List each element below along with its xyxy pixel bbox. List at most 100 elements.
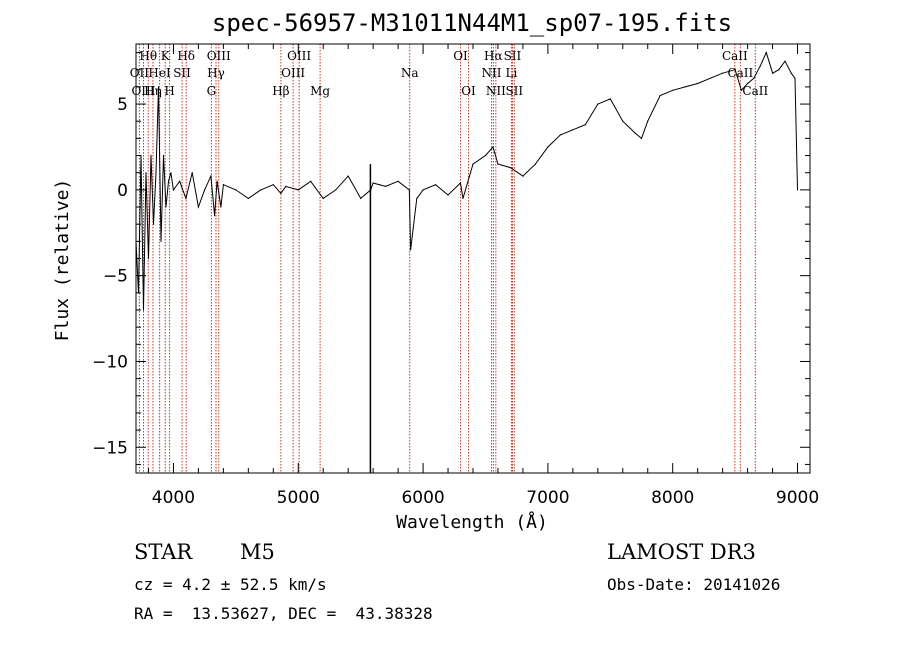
emission-line-label: SII [505, 84, 523, 98]
spectrum-point [697, 82, 699, 85]
emission-line-label: Hα [484, 49, 503, 63]
x-axis-ticks: 4000 5000 6000 7000 8000 9000 [147, 44, 819, 508]
spectrum-point [747, 82, 749, 85]
spectrum-point [509, 167, 511, 169]
spectrum-point [220, 206, 222, 208]
spectrum-point [222, 184, 224, 186]
redshift-text: cz = 4.2 ± 52.5 km/s [134, 575, 327, 594]
spectrum-point [794, 77, 796, 79]
emission-line-label: H [164, 84, 174, 98]
spectrum-point [170, 172, 172, 174]
spectrum-point [640, 137, 643, 139]
x-tick-label: 5000 [277, 488, 320, 508]
spectrum-point [759, 65, 761, 67]
spectrum-point [179, 180, 181, 182]
spectrum-point [422, 189, 424, 191]
spectrum-point [385, 185, 387, 187]
x-tick-label: 7000 [526, 488, 569, 508]
spectrum-point [416, 197, 418, 199]
spectrum-point [360, 197, 362, 199]
spectrum-point [547, 146, 549, 148]
spectrum-point [734, 69, 736, 71]
x-tick-label: 6000 [401, 488, 444, 508]
spectrum-point [310, 180, 312, 182]
emission-line-label: OI [461, 84, 476, 98]
spectrum-point [559, 134, 562, 136]
y-tick-label: −15 [92, 438, 128, 458]
y-tick-label: 5 [117, 95, 128, 115]
spectrum-point [740, 89, 743, 91]
emission-line-label: OIII [281, 66, 305, 80]
spectrum-point [397, 180, 399, 182]
emission-line-label: Hη [144, 84, 162, 98]
spectrum-point [260, 189, 262, 191]
spectrum-data [135, 51, 799, 473]
spectrum-point [772, 72, 774, 74]
emission-line-label: CaII [722, 49, 748, 63]
spectrum-point [142, 309, 145, 311]
coordinates-text: RA = 13.53627, DEC = 43.38328 [134, 604, 433, 623]
spectrum-point [484, 154, 487, 157]
spectrum-point [572, 129, 574, 131]
emission-line-label: OIII [287, 49, 311, 63]
spectrum-point [796, 189, 799, 191]
spectrum-point [285, 185, 287, 187]
emission-line-label: Hθ [139, 49, 157, 63]
spectrum-point [272, 184, 274, 186]
emission-line-label: CaII [727, 66, 753, 80]
spectrum-point [497, 163, 499, 165]
emission-line-label: SII [173, 66, 191, 80]
survey-name: LAMOST DR3 [607, 540, 756, 564]
spectrum-point [790, 72, 792, 74]
emission-line-label: NII [486, 84, 506, 98]
spectrum-point [235, 189, 237, 191]
spectrum-point [247, 197, 249, 199]
spectrum-point [659, 94, 661, 97]
emission-line-label: Na [401, 66, 419, 80]
emission-line-label: OI [453, 49, 468, 63]
spectrum-point [165, 206, 167, 208]
spectrum-point [647, 120, 649, 122]
spectrum-point [609, 98, 611, 100]
spectrum-point [622, 120, 624, 122]
y-tick-label: 0 [117, 181, 128, 201]
spectrum-point [584, 124, 586, 126]
emission-line-label: SII [504, 49, 522, 63]
spectrum-point [722, 72, 724, 74]
spectrum-point [204, 189, 206, 191]
y-axis-label: Flux (relative) [52, 179, 73, 342]
spectrum-point [191, 172, 193, 174]
emission-line-markers [138, 44, 756, 473]
object-subclass: M5 [240, 540, 275, 564]
spectrum-point [155, 172, 157, 174]
spectrum-point [778, 69, 780, 71]
plot-frame [135, 43, 811, 474]
spectrum-point [753, 77, 755, 79]
spectrum-point [322, 197, 324, 199]
spectrum-point [492, 146, 494, 148]
x-tick-label: 4000 [152, 488, 195, 508]
spectrum-point [534, 163, 537, 165]
x-tick-label: 9000 [776, 488, 819, 508]
spectrum-point [216, 180, 218, 182]
spectrum-point [167, 180, 170, 182]
spectrum-point [462, 197, 464, 199]
spectrum-point [709, 77, 711, 79]
spectrum-point [280, 192, 282, 194]
spectrum-point [784, 60, 786, 62]
spectrum-point [214, 215, 216, 217]
emission-line-label: OII [130, 66, 150, 80]
spectrum-point [147, 257, 150, 260]
spectrum-point [672, 89, 674, 91]
object-class: STAR [134, 540, 193, 564]
emission-line-label: K [161, 49, 171, 63]
spectrum-point [145, 172, 147, 174]
emission-line-label: OIII [131, 84, 155, 98]
spectrum-point [447, 194, 449, 196]
spectrum-point [472, 163, 474, 165]
spectrum-point [410, 249, 412, 251]
spectrum-point [162, 154, 165, 157]
spectrum-point [522, 175, 524, 177]
emission-line-label: G [207, 84, 217, 98]
